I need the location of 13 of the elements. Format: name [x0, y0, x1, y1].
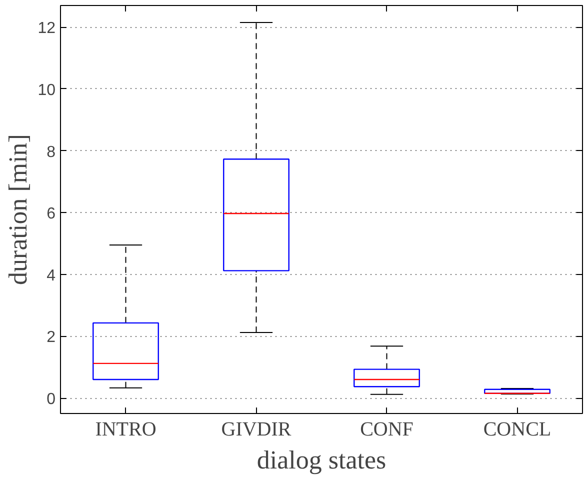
y-tick-label: 6: [46, 206, 56, 223]
y-tick-label: 2: [46, 329, 56, 346]
x-tick-label: GIVDIR: [221, 418, 292, 440]
y-tick-label: 4: [46, 267, 56, 284]
y-tick-label: 12: [38, 20, 56, 38]
y-tick-label: 0: [46, 391, 56, 408]
y-tick-label: 10: [38, 82, 56, 99]
x-tick-label: INTRO: [95, 418, 156, 440]
x-tick-label: CONF: [360, 418, 414, 440]
x-tick-label: CONCL: [483, 418, 552, 440]
y-tick-label: 8: [46, 144, 56, 161]
y-axis-title: duration [min]: [4, 134, 33, 285]
x-axis-title: dialog states: [256, 446, 386, 474]
